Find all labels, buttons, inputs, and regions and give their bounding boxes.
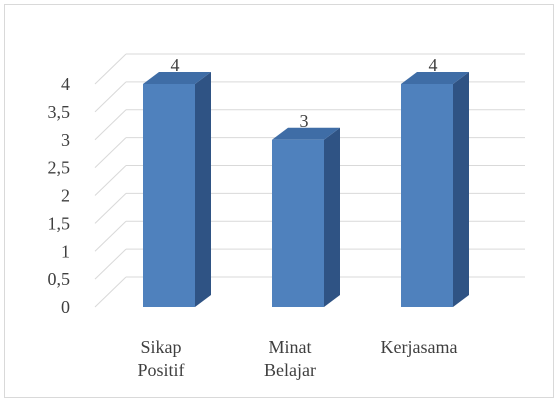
x-category-label: Kerjasama xyxy=(381,337,458,357)
gridline-depth xyxy=(94,248,127,280)
bar xyxy=(401,84,453,307)
data-label: 4 xyxy=(429,55,438,75)
bar xyxy=(143,84,195,307)
x-category-label: Sikap xyxy=(140,337,181,357)
y-tick-label: 1,5 xyxy=(48,213,71,233)
gridline-depth xyxy=(94,81,127,113)
x-category-label: Minat xyxy=(269,337,312,357)
x-category-label: Positif xyxy=(137,360,184,380)
data-label: 4 xyxy=(171,55,180,75)
bar-side xyxy=(195,72,211,307)
y-tick-label: 3 xyxy=(61,130,70,150)
bar xyxy=(272,139,324,307)
gridline-depth xyxy=(94,193,127,224)
y-tick-label: 1 xyxy=(61,241,70,261)
bar-top xyxy=(272,127,340,140)
y-tick-label: 2,5 xyxy=(48,158,71,178)
data-label: 3 xyxy=(300,111,309,131)
y-tick-label: 3,5 xyxy=(48,102,71,122)
y-tick-label: 0,5 xyxy=(48,269,71,289)
gridline-depth xyxy=(94,165,127,196)
gridline-depth xyxy=(94,220,127,252)
y-tick-label: 2 xyxy=(61,186,70,206)
bar-top xyxy=(143,72,211,84)
gridline-depth xyxy=(94,109,127,141)
y-tick-label: 4 xyxy=(61,74,70,94)
x-category-label: Belajar xyxy=(264,360,316,380)
bar-side xyxy=(453,72,469,307)
gridline-depth xyxy=(94,53,127,85)
gridline-depth xyxy=(94,137,127,168)
gridline-depth xyxy=(94,276,127,308)
bar-side xyxy=(324,127,340,307)
y-tick-label: 0 xyxy=(61,297,70,317)
bar-top xyxy=(401,72,469,84)
